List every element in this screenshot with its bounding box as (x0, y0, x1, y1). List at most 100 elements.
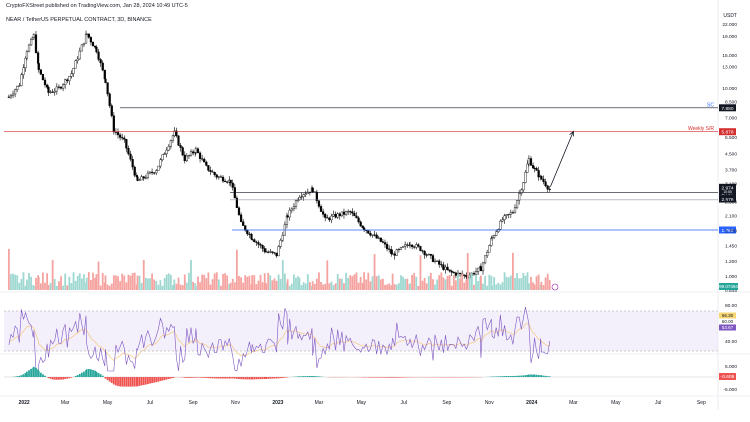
macd-histogram-bar (238, 377, 240, 379)
volume-bar (532, 282, 534, 290)
candle-body (334, 214, 337, 218)
candle-body (189, 151, 193, 156)
volume-bar (172, 285, 174, 290)
macd-histogram-bar (540, 375, 543, 377)
candle-body (397, 249, 400, 251)
candle-body (70, 73, 73, 77)
candle-body (388, 248, 391, 250)
rsi-tick-label: 40.00 (725, 339, 737, 345)
candle-body (395, 249, 398, 256)
candle-body (221, 176, 225, 182)
macd-histogram-bar (388, 377, 391, 378)
volume-bar (434, 284, 436, 290)
candle-body (527, 158, 530, 165)
candle-body (344, 211, 348, 215)
volume-bar (37, 277, 40, 290)
macd-histogram-bar (393, 377, 396, 378)
candle-body (442, 264, 445, 270)
volume-bar (190, 259, 192, 290)
macd-histogram-bar (497, 376, 500, 377)
candle-body (24, 57, 27, 69)
macd-histogram-bar (76, 375, 79, 377)
candle-body (433, 260, 437, 262)
macd-histogram-bar (222, 377, 224, 379)
macd-histogram-bar (530, 374, 532, 377)
macd-histogram-bar (391, 377, 394, 378)
volume-bar (514, 277, 516, 290)
candle-body (82, 42, 86, 46)
volume-bar (129, 275, 132, 290)
volume-bar (353, 274, 356, 290)
macd-histogram-bar (123, 377, 126, 387)
candle-body (359, 221, 362, 227)
volume-bar (117, 276, 119, 290)
candle-body (425, 254, 428, 256)
macd-histogram-bar (495, 376, 498, 377)
macd-histogram-bar (129, 377, 132, 387)
volume-bar (544, 277, 547, 290)
macd-histogram-bar (255, 377, 258, 380)
level-badge-value: 5.878 (721, 130, 733, 136)
candle-body (452, 272, 455, 274)
macd-histogram-bar (183, 377, 186, 378)
volume-bar (161, 285, 164, 290)
candle-body (27, 44, 31, 52)
macd-histogram-bar (246, 377, 249, 380)
volume-bar (68, 276, 71, 290)
volume-bar (138, 275, 141, 290)
volume-bar (311, 281, 314, 290)
price-badge (719, 195, 736, 203)
volume-bar (42, 272, 44, 290)
candle-body (95, 46, 98, 53)
time-tick-label: Nov (231, 400, 240, 406)
candle-body (89, 37, 93, 43)
volume-bar (157, 284, 160, 290)
volume-bar (355, 272, 358, 290)
candle-body (140, 176, 143, 181)
macd-histogram-bar (22, 374, 25, 377)
candle-body (196, 148, 200, 154)
macd-histogram-bar (140, 377, 143, 386)
macd-histogram-bar (377, 377, 380, 378)
candle-body (326, 217, 329, 219)
volume-bar (322, 284, 325, 290)
macd-histogram-bar (92, 369, 94, 377)
candle-body (404, 244, 407, 247)
macd-histogram-bar (185, 377, 188, 378)
macd-histogram-bar (121, 377, 124, 387)
volume-bar (493, 277, 496, 290)
candle-body (324, 214, 327, 218)
macd-histogram-bar (265, 377, 268, 379)
price-badge-value: 2.974 (721, 185, 733, 191)
macd-histogram-bar (533, 374, 536, 377)
volume-bar (121, 273, 124, 290)
macd-histogram-bar (190, 377, 192, 378)
candle-body (269, 251, 272, 253)
volume-bar (236, 249, 238, 290)
candle-body (357, 217, 360, 223)
candle-body (171, 135, 175, 141)
candle-body (495, 231, 498, 236)
volume-bar (306, 274, 309, 290)
candle-body (119, 134, 122, 138)
macd-histogram-bar (213, 377, 216, 379)
candle-body (14, 89, 17, 95)
candle-body (379, 237, 382, 242)
macd-histogram-bar (85, 369, 88, 377)
macd-histogram-bar (20, 375, 23, 377)
macd-histogram-bar (267, 377, 270, 379)
volume-bar (505, 276, 508, 290)
price-tick-label: 3.100 (725, 182, 737, 188)
candle-body (520, 189, 523, 194)
candle-body (406, 244, 409, 246)
macd-histogram-bar (192, 377, 195, 378)
macd-histogram-bar (215, 377, 218, 379)
candle-body (76, 58, 79, 61)
candle-body (529, 158, 533, 166)
candle-body (410, 244, 414, 247)
macd-histogram-bar (306, 376, 309, 377)
candle-body (155, 170, 158, 174)
volume-bar (228, 283, 231, 290)
volume-bar (390, 285, 393, 290)
